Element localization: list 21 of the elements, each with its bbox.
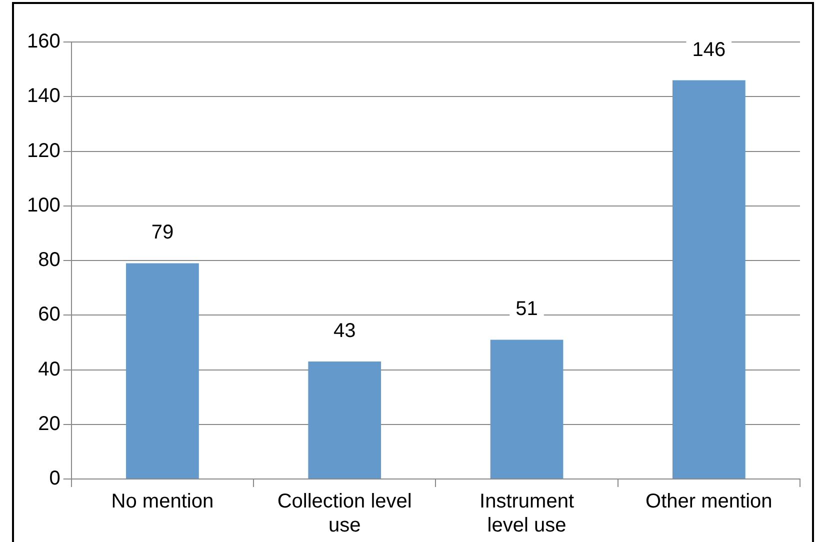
- x-tick-label: No mention: [111, 490, 214, 513]
- data-label: 146: [692, 38, 726, 61]
- x-tick-label: Instrument level use: [480, 490, 574, 537]
- y-tick-label: 0: [49, 468, 60, 490]
- x-tick-label: Other mention: [646, 490, 772, 513]
- data-label: 51: [516, 298, 538, 320]
- data-label: 43: [333, 320, 356, 342]
- y-tick-label: 140: [26, 85, 60, 108]
- bar: [672, 80, 746, 478]
- x-tick-label: Collection level use: [277, 490, 412, 537]
- y-tick-label: 60: [38, 304, 60, 326]
- y-tick-label: 40: [38, 358, 60, 380]
- y-tick-label: 20: [38, 412, 60, 435]
- y-tick-label: 100: [26, 194, 60, 216]
- bar: [308, 362, 382, 478]
- y-tick-label: 80: [38, 249, 60, 272]
- y-tick-label: 120: [26, 140, 60, 162]
- y-tick-label: 160: [26, 30, 60, 53]
- bar: [126, 263, 199, 478]
- data-label: 79: [151, 222, 174, 244]
- bar: [490, 340, 564, 478]
